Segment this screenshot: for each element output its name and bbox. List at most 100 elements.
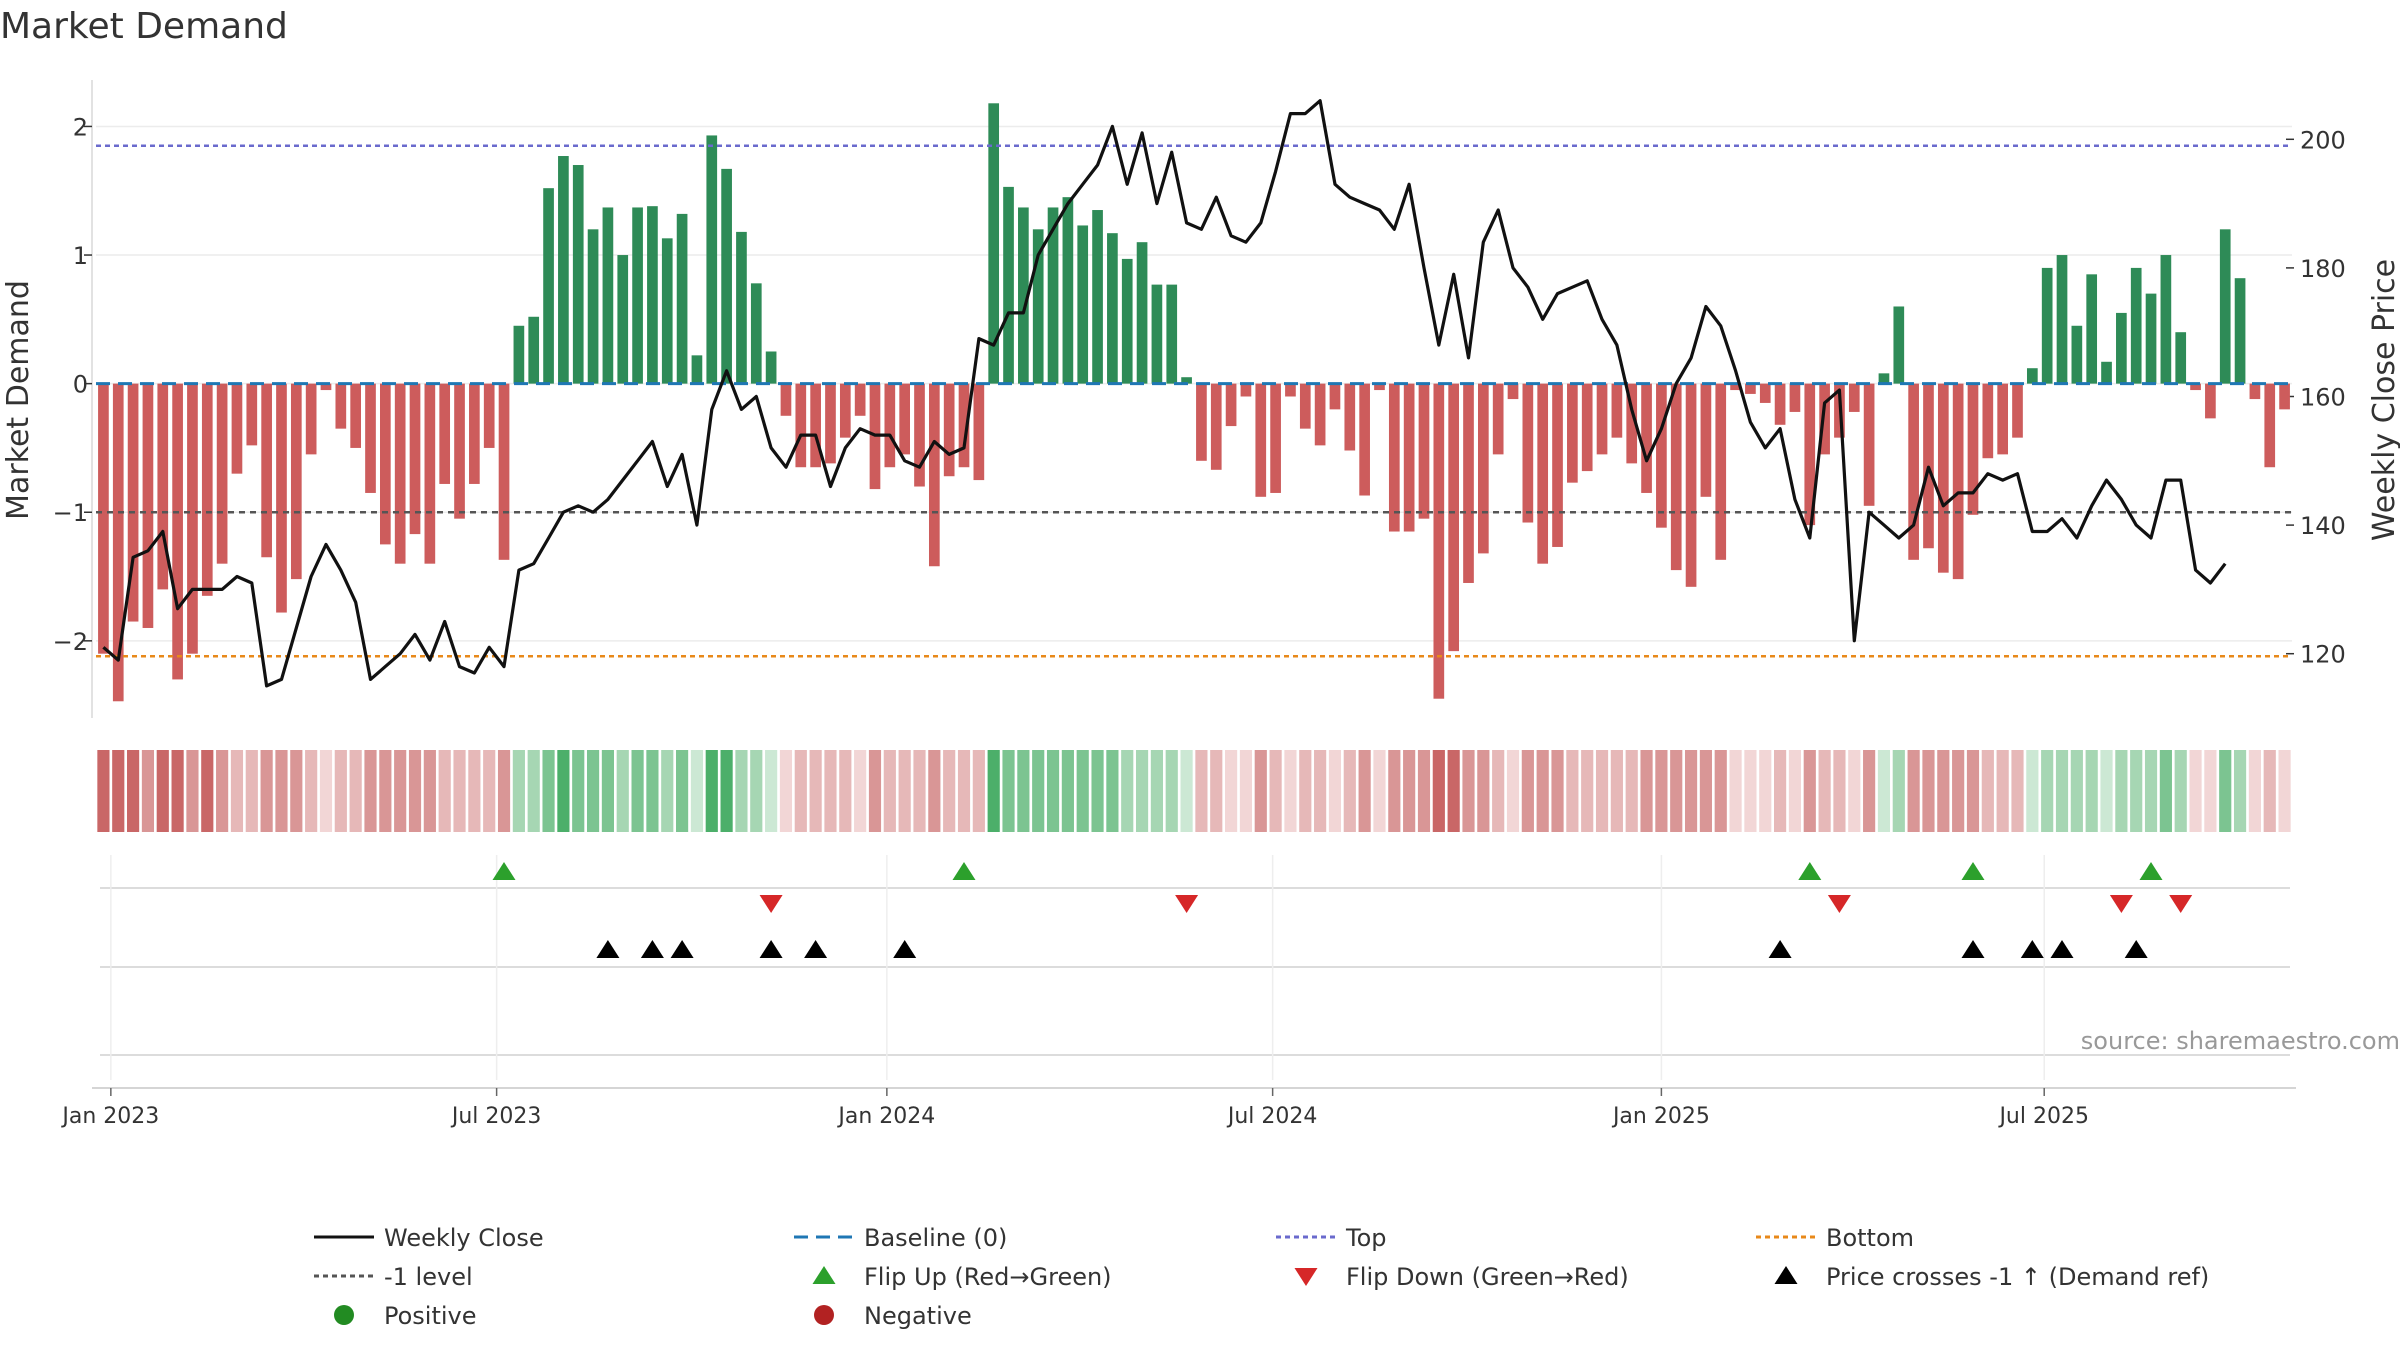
strip-cell <box>1299 750 1312 832</box>
left-tick-label: 0 <box>73 371 88 399</box>
flip-up-marker <box>492 862 516 880</box>
right-axis-label: Weekly Close Price <box>2367 259 2400 541</box>
demand-bar-negative <box>1759 383 1771 403</box>
strip-cell <box>1506 750 1520 832</box>
strip-cell <box>1002 750 1015 832</box>
strip-cell <box>1640 750 1653 832</box>
strip-cell <box>2233 750 2247 832</box>
strip-cell <box>483 750 496 832</box>
demand-bar-negative <box>394 383 406 564</box>
demand-bar-negative <box>1492 383 1504 455</box>
demand-bar-positive <box>1166 284 1178 384</box>
strip-cell <box>690 750 704 832</box>
strip-cell <box>216 750 229 832</box>
strip-cell <box>957 750 971 832</box>
strip-cell <box>705 750 718 832</box>
strip-cell <box>2174 750 2187 832</box>
demand-bar-positive <box>2160 255 2172 384</box>
demand-bar-positive <box>528 316 540 384</box>
date-tick-label: Jan 2024 <box>836 1104 935 1129</box>
demand-bar-negative <box>335 383 347 429</box>
demand-bar-negative <box>112 383 124 702</box>
legend-label: Baseline (0) <box>864 1224 1007 1252</box>
strip-cell <box>1358 750 1371 832</box>
strip-cell <box>1670 750 1683 832</box>
strip-cell <box>2070 750 2083 832</box>
demand-bar-negative <box>246 383 258 446</box>
demand-bar-negative <box>1329 383 1341 410</box>
strip-cell <box>1818 750 1831 832</box>
demand-bar-negative <box>839 383 851 438</box>
strip-cell <box>1150 750 1163 832</box>
demand-bar-negative <box>1299 383 1311 429</box>
date-tick-label: Jul 2025 <box>1997 1104 2089 1129</box>
strip-cell <box>868 750 882 832</box>
left-tick-label: −2 <box>53 628 88 656</box>
strip-cell <box>913 750 926 832</box>
demand-bar-negative <box>1967 383 1979 515</box>
legend-item: Flip Up (Red→Green) <box>812 1263 1112 1291</box>
legend-label: Weekly Close <box>384 1224 544 1252</box>
flip-down-marker <box>759 895 783 913</box>
strip-cell <box>97 750 110 832</box>
strip-cell <box>1848 750 1861 832</box>
demand-bar-negative <box>1863 383 1875 506</box>
demand-bar-positive <box>2130 267 2142 384</box>
legend: Weekly Close Baseline (0) Top Bottom -1 leve… <box>314 1224 2209 1330</box>
date-axis: Jan 2023 Jul 2023 Jan 2024 Jul 2024 Jan 2025… <box>60 1087 2296 1129</box>
flip-down-marker <box>2169 895 2193 913</box>
demand-bar-negative <box>469 383 480 484</box>
demand-bar-negative <box>409 383 421 535</box>
strip-cell <box>408 750 422 832</box>
demand-bar-positive <box>647 206 658 384</box>
demand-bar-positive <box>2086 274 2098 384</box>
right-tick-label: 200 <box>2300 126 2346 154</box>
demand-bar-negative <box>365 383 376 493</box>
strip-cell <box>928 750 941 832</box>
strip-cell <box>201 750 214 832</box>
strip-cell <box>1462 750 1475 832</box>
flip-up-marker <box>952 862 976 880</box>
strip-cell <box>586 750 600 832</box>
demand-bar-positive <box>721 168 732 384</box>
demand-bar-negative <box>1344 383 1356 451</box>
strip-cell <box>1343 750 1356 832</box>
strip-cell <box>883 750 896 832</box>
demand-bar-negative <box>1685 383 1697 587</box>
strip-cell <box>1566 750 1579 832</box>
date-tick-label: Jan 2023 <box>60 1104 159 1129</box>
demand-bar-positive <box>543 188 554 384</box>
strip-cell <box>972 750 985 832</box>
demand-bar-negative <box>216 383 228 564</box>
demand-bar-negative <box>1477 383 1489 554</box>
demand-bar-negative <box>1789 383 1801 412</box>
demand-bar-negative <box>483 383 495 448</box>
strip-cell <box>364 750 377 832</box>
demand-bar-positive <box>1893 306 1905 384</box>
demand-bar-positive <box>1003 186 1014 384</box>
date-tick-label: Jan 2025 <box>1611 1104 1710 1129</box>
demand-bar-positive <box>632 207 643 384</box>
flip-down-marker <box>1827 895 1851 913</box>
strip-cell <box>453 750 466 832</box>
demand-bar-negative <box>1285 383 1296 397</box>
strip-cell <box>2055 750 2069 832</box>
demand-bar-negative <box>2279 383 2290 410</box>
demand-bar-negative <box>1730 383 1741 391</box>
strip-cell <box>854 750 867 832</box>
legend-label: Price crosses -1 ↑ (Demand ref) <box>1826 1263 2209 1291</box>
legend-swatch <box>812 1266 836 1284</box>
demand-bar-negative <box>498 383 510 560</box>
demand-bar-negative <box>884 383 896 468</box>
strip-cell <box>1091 750 1104 832</box>
demand-bar-negative <box>1374 383 1385 391</box>
strip-cell <box>2130 750 2143 832</box>
demand-bar-negative <box>1196 383 1207 461</box>
strip-cell <box>557 750 570 832</box>
demand-bar-positive <box>558 156 569 384</box>
strip-cell <box>260 750 273 832</box>
demand-bar-positive <box>691 355 703 384</box>
strip-cell <box>2085 750 2098 832</box>
strip-cell <box>1492 750 1505 832</box>
strip-cell <box>631 750 644 832</box>
